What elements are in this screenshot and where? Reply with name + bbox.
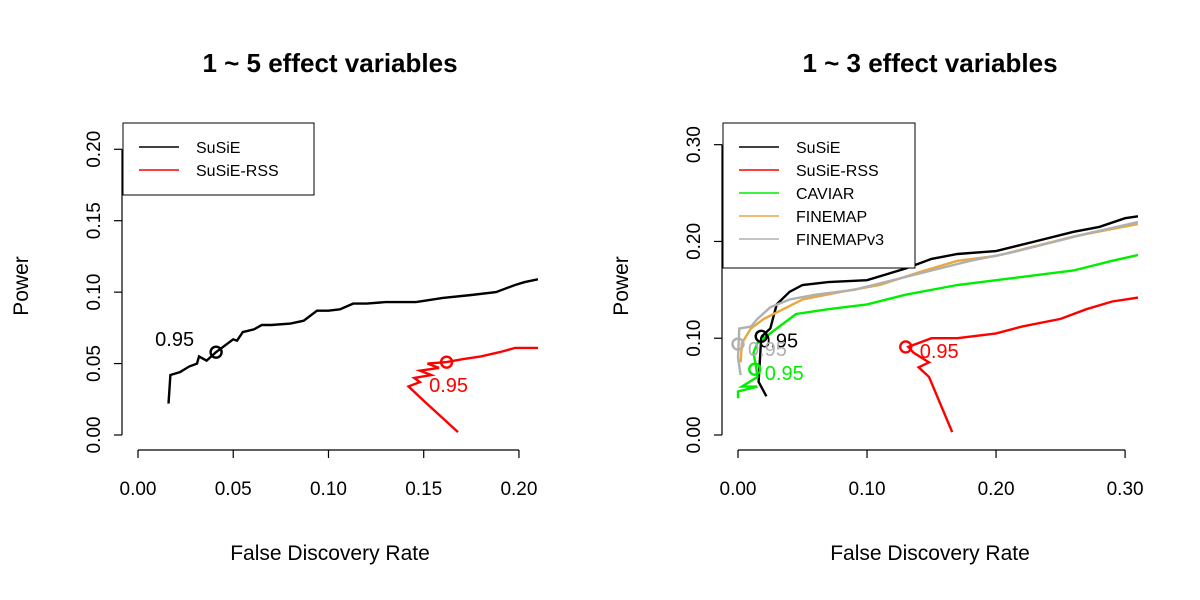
legend-label: SuSiE-RSS — [796, 163, 879, 180]
threshold-label: 0.95 — [748, 339, 787, 361]
annotation-layer: 0.95 0.95 — [155, 329, 468, 397]
x-axis-label: False Discovery Rate — [230, 542, 430, 565]
y-tick-label: 0.30 — [684, 126, 705, 163]
y-axis-label: Power — [610, 256, 633, 316]
threshold-marker — [209, 345, 223, 359]
y-tick-label: 0.00 — [84, 417, 105, 454]
threshold-marker — [731, 337, 745, 351]
y-tick-label: 0.15 — [84, 202, 105, 239]
x-tick-label: 0.10 — [849, 479, 886, 500]
series-line-caviar — [736, 253, 1138, 399]
x-tick-label: 0.05 — [215, 479, 252, 500]
y-axis-label: Power — [10, 256, 33, 316]
series-layer — [736, 215, 1138, 433]
threshold-label: 0.95 — [429, 375, 468, 397]
threshold-marker — [748, 362, 762, 376]
annotation-layer: 0.95 0.950.950.95 — [731, 329, 959, 385]
axes: 0.00 0.10 0.20 0.30 0.00 0.10 0.20 0.30 — [684, 126, 1144, 500]
y-tick-label: 0.20 — [684, 223, 705, 260]
threshold-marker — [439, 355, 454, 369]
x-tick-label: 0.10 — [310, 479, 347, 500]
threshold-label: 0.95 — [155, 329, 194, 351]
y-tick-label: 0.00 — [684, 417, 705, 454]
threshold-label: 0.95 — [765, 363, 804, 385]
legend-label: SuSiE-RSS — [196, 163, 279, 180]
left-chart-panel: 1 ~ 5 effect variables False Discovery R… — [10, 48, 538, 565]
threshold-label: 0.95 — [920, 341, 959, 363]
x-tick-label: 0.20 — [978, 479, 1015, 500]
y-tick-label: 0.20 — [84, 131, 105, 168]
chart-title: 1 ~ 3 effect variables — [802, 48, 1057, 78]
legend-box — [122, 122, 315, 196]
right-chart-panel: 1 ~ 3 effect variables False Discovery R… — [610, 48, 1144, 565]
series-line-susie-rss — [906, 296, 1138, 433]
x-tick-label: 0.00 — [120, 479, 157, 500]
y-tick-label: 0.10 — [684, 320, 705, 357]
series-layer — [167, 278, 538, 433]
x-tick-label: 0.30 — [1107, 479, 1144, 500]
x-tick-label: 0.15 — [405, 479, 442, 500]
y-tick-label: 0.05 — [84, 345, 105, 382]
x-axis-label: False Discovery Rate — [830, 542, 1030, 565]
series-line-susie-rss — [406, 346, 538, 433]
legend: SuSiE SuSiE-RSS — [122, 122, 315, 196]
legend-label: SuSiE — [196, 140, 240, 157]
axes: 0.00 0.05 0.10 0.15 0.20 0.00 0.05 0.10 0.15 0.20 — [84, 131, 537, 500]
series-line-susie — [757, 215, 1138, 397]
chart-title: 1 ~ 5 effect variables — [202, 48, 457, 78]
threshold-marker — [754, 329, 768, 343]
legend-label: SuSiE — [796, 140, 840, 157]
x-tick-label: 0.20 — [500, 479, 537, 500]
x-tick-label: 0.00 — [720, 479, 757, 500]
threshold-marker — [899, 340, 913, 354]
legend-label: FINEMAP — [796, 209, 867, 226]
legend: SuSiE SuSiE-RSS CAVIAR FINEMAP FINEMAPv3 — [722, 122, 916, 269]
legend-label: CAVIAR — [796, 186, 854, 203]
y-tick-label: 0.10 — [84, 274, 105, 311]
series-line-finemapv3 — [736, 220, 1138, 376]
threshold-label: 0.95 — [759, 330, 798, 352]
legend-label: FINEMAPv3 — [796, 232, 884, 249]
series-line-susie — [167, 278, 538, 404]
